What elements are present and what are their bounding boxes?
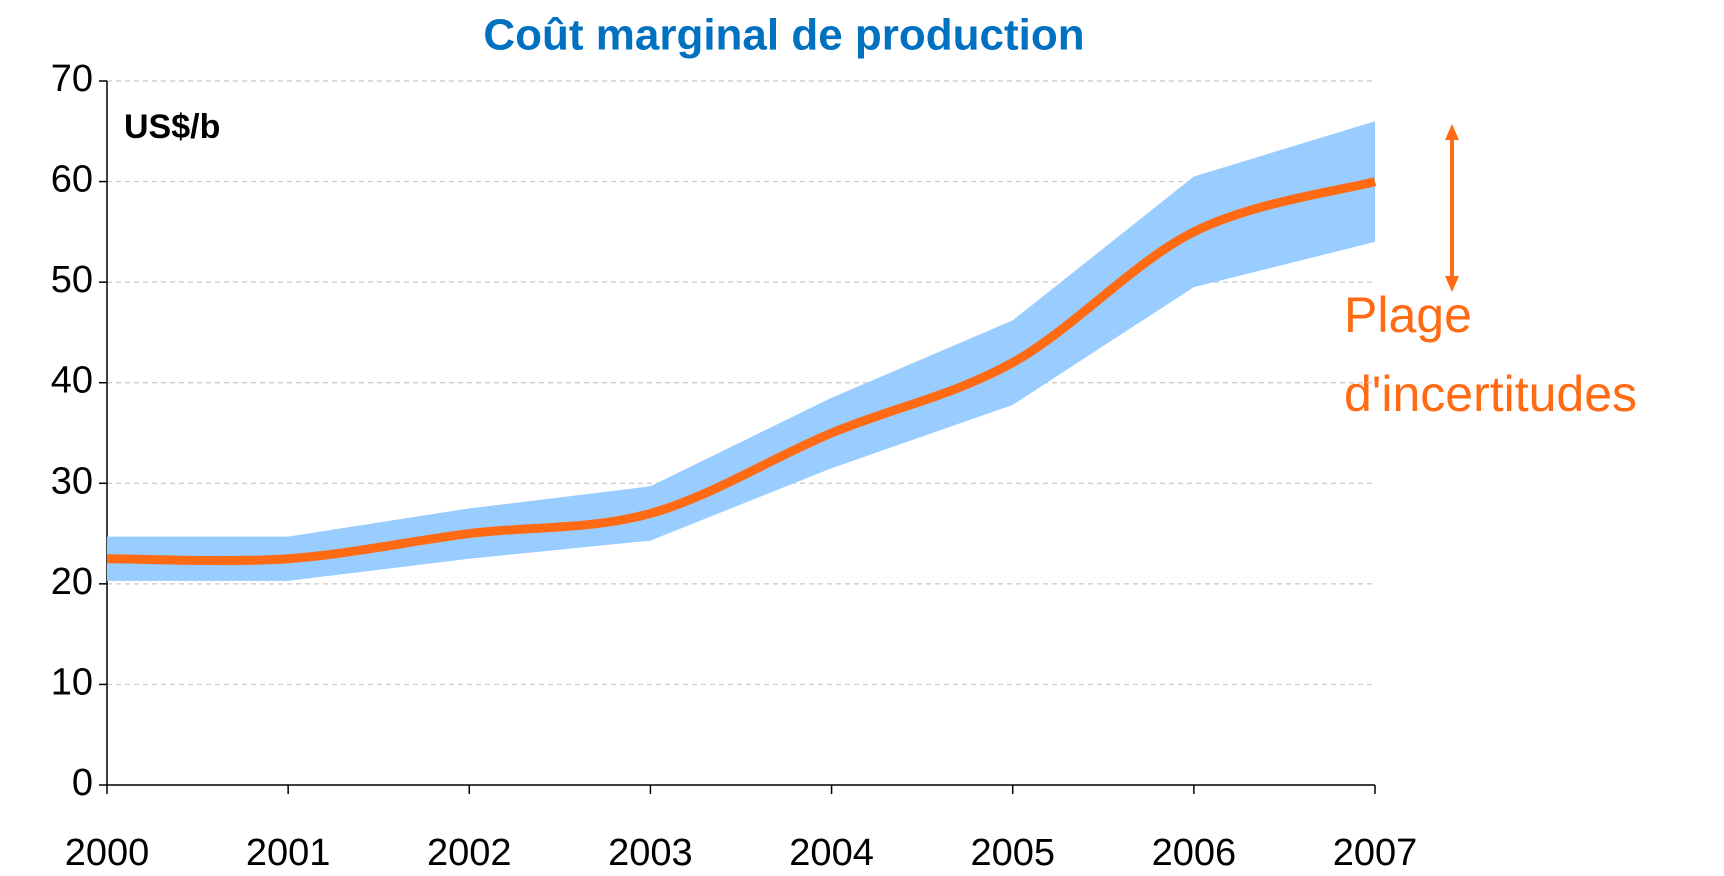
y-tick-label: 30 — [51, 460, 93, 502]
annotation: Plage — [1344, 287, 1472, 343]
uncertainty-band — [107, 121, 1375, 581]
range-arrow — [1445, 124, 1459, 292]
x-tick-label: 2002 — [427, 832, 512, 874]
x-tick-label: 2005 — [970, 832, 1055, 874]
y-tick-label: 40 — [51, 360, 93, 402]
y-tick-label: 0 — [72, 762, 93, 804]
y-tick-label: 20 — [51, 561, 93, 603]
y-tick-label: 10 — [51, 661, 93, 703]
x-tick-label: 2003 — [608, 832, 693, 874]
annotation: d'incertitudes — [1344, 366, 1637, 422]
unit-label: US$/b — [124, 108, 220, 146]
x-tick-label: 2007 — [1333, 832, 1418, 874]
chart-title: Coût marginal de production — [483, 11, 1084, 60]
x-tick-label: 2000 — [65, 832, 150, 874]
x-tick-label: 2004 — [789, 832, 874, 874]
y-tick-label: 70 — [51, 58, 93, 100]
x-tick-label: 2001 — [246, 832, 331, 874]
y-tick-label: 50 — [51, 259, 93, 301]
line — [106, 177, 1377, 566]
x-tick-label: 2006 — [1152, 832, 1237, 874]
y-tick-label: 60 — [51, 159, 93, 201]
